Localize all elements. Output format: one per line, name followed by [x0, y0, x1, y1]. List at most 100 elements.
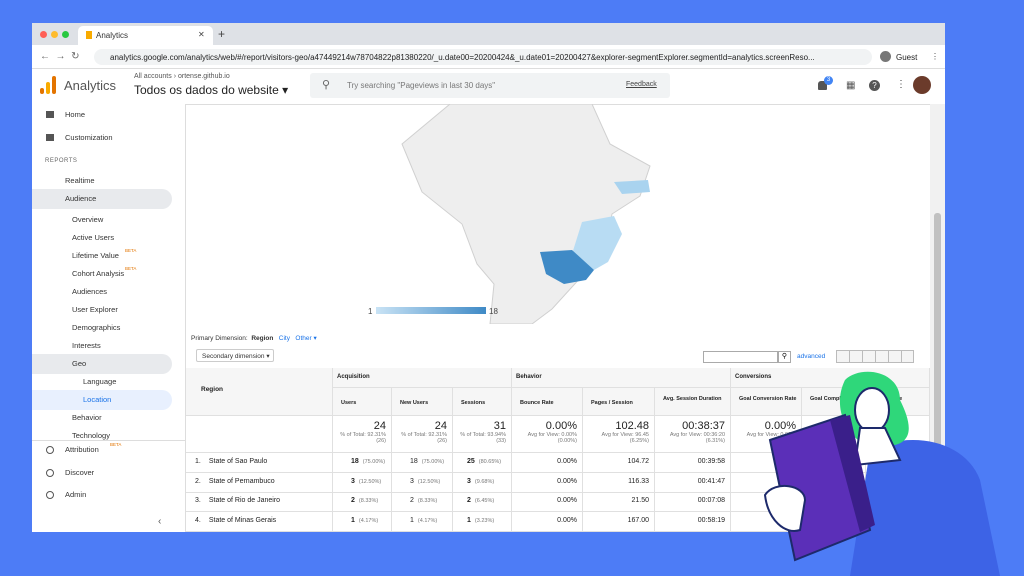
table-cell: 4. State of Minas Gerais	[186, 511, 333, 532]
column-header: Avg. Session Duration	[655, 388, 731, 416]
cell-value: 18	[351, 458, 359, 465]
cell-value: 2	[351, 497, 355, 504]
dimension-option[interactable]: Other	[295, 335, 312, 342]
tab-close[interactable]: ✕	[198, 30, 205, 39]
cell-value: 2	[410, 497, 414, 504]
totals-cell: 24% of Total: 92.31% (26)	[333, 416, 392, 453]
nav-item[interactable]: Overview	[72, 215, 104, 224]
table-cell: 2 (8.33%)	[333, 492, 392, 512]
advanced[interactable]: advanced	[797, 353, 826, 360]
total-sub: Avg for View: 00:36:20 (6.31%)	[669, 432, 725, 444]
nav-buttons[interactable]: ← → ↻	[40, 51, 80, 62]
total-value: 24	[434, 420, 447, 432]
nav-item[interactable]: Home	[65, 110, 86, 119]
row-region[interactable]: State of Sao Paulo	[208, 458, 268, 465]
table-search[interactable]	[703, 351, 778, 363]
cell-percent: (12.50%)	[358, 478, 382, 485]
table-cell: 25 (80.65%)	[453, 453, 512, 473]
nav-item[interactable]: Customization	[65, 133, 113, 142]
cell-value: 0.00%	[512, 453, 583, 473]
tab[interactable]	[78, 26, 213, 45]
close-dot[interactable]	[40, 31, 47, 38]
totals-cell: 24% of Total: 92.31% (26)	[392, 416, 453, 453]
bell[interactable]	[818, 81, 827, 90]
row-region[interactable]: State of Minas Gerais	[208, 516, 277, 524]
nav-item[interactable]: Behavior	[72, 413, 102, 422]
menu[interactable]: ⋮	[931, 52, 939, 61]
view-toggles[interactable]	[836, 350, 914, 363]
cell-value: 1	[351, 516, 355, 524]
sidebar-divider	[32, 440, 185, 441]
dimension-option[interactable]: Region	[251, 335, 274, 342]
nav-item[interactable]: Attribution	[65, 445, 99, 454]
new-tab[interactable]: +	[218, 27, 226, 41]
dimension-option[interactable]: City	[278, 335, 290, 342]
search-box[interactable]	[310, 73, 670, 98]
cell-value: 21.50	[583, 492, 655, 512]
nav-item[interactable]: Technology	[72, 431, 110, 440]
total-sub: Avg for View: 0.00% (0.00%)	[527, 432, 577, 444]
nav-item[interactable]: Admin	[65, 490, 87, 499]
cell-percent: (4.17%)	[417, 517, 438, 524]
min-dot[interactable]	[51, 31, 58, 38]
legend-max: 18	[489, 307, 498, 316]
cell-value: 00:58:19	[655, 511, 731, 532]
beta-badge: BETA	[125, 266, 137, 271]
nav-highlight	[32, 354, 172, 374]
notification-badge: 3	[824, 76, 833, 85]
legend-scale	[376, 307, 486, 314]
total-sub: Avg for View: 96.45 (6.25%)	[601, 432, 650, 444]
nav-item[interactable]: Audiences	[72, 287, 108, 296]
legend-min: 1	[368, 307, 373, 316]
table-cell: 18 (75.00%)	[392, 453, 453, 473]
help[interactable]: ?	[869, 80, 880, 91]
scrollbar-thumb[interactable]	[934, 213, 941, 532]
illustration	[763, 371, 1000, 576]
sidebar	[32, 104, 186, 532]
cell-percent: (4.17%)	[358, 517, 379, 524]
nav-item[interactable]: User Explorer	[72, 305, 118, 314]
nav-highlight	[32, 189, 172, 209]
apps[interactable]: ▦	[846, 80, 856, 91]
column-header: Region	[186, 368, 333, 416]
nav-item[interactable]: Geo	[72, 359, 87, 368]
search-icon: ⚲	[322, 79, 331, 91]
column-header: Users	[333, 388, 392, 416]
row-region[interactable]: State of Rio de Janeiro	[208, 497, 281, 504]
nav-item[interactable]: Active Users	[72, 233, 115, 242]
row-rank: 4.	[195, 516, 201, 524]
cell-value: 25	[467, 458, 475, 465]
totals-cell: 102.48 Avg for View: 96.45 (6.25%)	[583, 416, 655, 453]
avatar[interactable]	[913, 76, 931, 94]
cell-value: 2	[467, 497, 471, 504]
url-field[interactable]	[94, 49, 872, 65]
row-region[interactable]: State of Pernambuco	[208, 477, 275, 485]
max-dot[interactable]	[62, 31, 69, 38]
nav-item[interactable]: Demographics	[72, 323, 121, 332]
nav-item[interactable]: Cohort Analysis	[72, 269, 125, 278]
table-search-button[interactable]: ⚲	[778, 351, 791, 363]
secondary-dimension[interactable]: Secondary dimension ▾	[196, 349, 274, 362]
nav-item[interactable]: Location	[83, 395, 112, 404]
table-cell: 3 (12.50%)	[392, 472, 453, 493]
view[interactable]: Todos os dados do website ▾	[134, 83, 289, 97]
nav-item[interactable]: Discover	[65, 468, 95, 477]
nav-icon	[46, 134, 54, 141]
total-value: 0.00%	[764, 420, 796, 432]
collapse[interactable]: ‹	[158, 516, 162, 527]
nav-item[interactable]: Language	[83, 377, 117, 386]
cell-percent: (75.00%)	[362, 459, 386, 465]
nav-item[interactable]: Interests	[72, 341, 101, 350]
table-cell: 3 (9.68%)	[453, 472, 512, 493]
table-cell: 3 (12.50%)	[333, 472, 392, 493]
table-cell: 1 (4.17%)	[392, 511, 453, 532]
cell-percent: (8.33%)	[358, 498, 379, 504]
account: All accounts	[134, 73, 172, 80]
more[interactable]: ⋮	[896, 79, 906, 90]
profile[interactable]: Guest	[896, 53, 918, 62]
nav-item[interactable]: Realtime	[65, 176, 95, 185]
nav-item[interactable]: Lifetime Value	[72, 251, 119, 260]
feedback[interactable]: Feedback	[626, 81, 657, 88]
nav-item[interactable]: Audience	[65, 194, 97, 203]
breadcrumb[interactable]: All accounts › ortense.github.io	[134, 73, 230, 80]
